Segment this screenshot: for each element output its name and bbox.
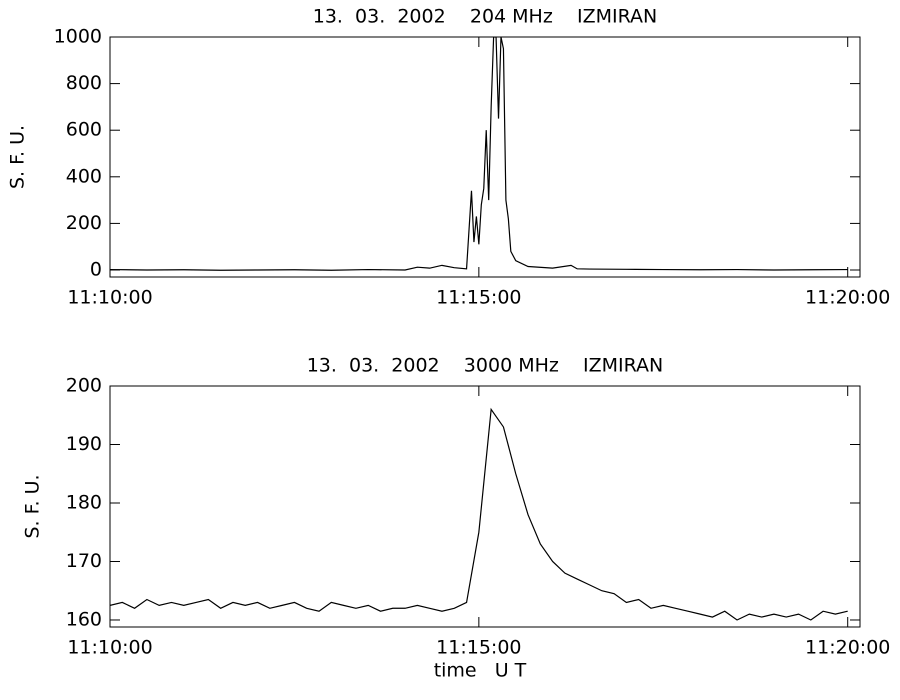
- y-axis-label: S. F. U.: [7, 125, 29, 189]
- y-axis-label: S. F. U.: [22, 474, 44, 538]
- x-tick-label: 11:10:00: [67, 287, 152, 309]
- chart-title: 13. 03. 2002 3000 MHz IZMIRAN: [307, 355, 664, 377]
- data-line: [110, 37, 848, 271]
- y-tick-label: 600: [66, 119, 102, 141]
- x-axis-label: time U T: [434, 660, 527, 682]
- y-tick-label: 0: [90, 259, 102, 281]
- x-tick-label: 11:15:00: [436, 637, 521, 659]
- plot-frame: [109, 385, 861, 628]
- y-tick-label: 1000: [54, 26, 102, 48]
- y-tick-label: 170: [66, 550, 102, 572]
- x-tick-label: 11:20:00: [805, 287, 890, 309]
- plot-frame: [109, 36, 861, 278]
- chart-title: 13. 03. 2002 204 MHz IZMIRAN: [313, 6, 657, 28]
- y-tick-label: 190: [66, 433, 102, 455]
- data-line: [110, 407, 848, 621]
- x-tick-label: 11:20:00: [805, 637, 890, 659]
- y-tick-label: 180: [66, 491, 102, 513]
- y-tick-label: 400: [66, 165, 102, 187]
- y-tick-label: 200: [66, 375, 102, 397]
- y-tick-label: 200: [66, 212, 102, 234]
- x-tick-label: 11:15:00: [436, 287, 521, 309]
- y-tick-label: 160: [66, 608, 102, 630]
- y-tick-label: 800: [66, 72, 102, 94]
- x-tick-label: 11:10:00: [67, 637, 152, 659]
